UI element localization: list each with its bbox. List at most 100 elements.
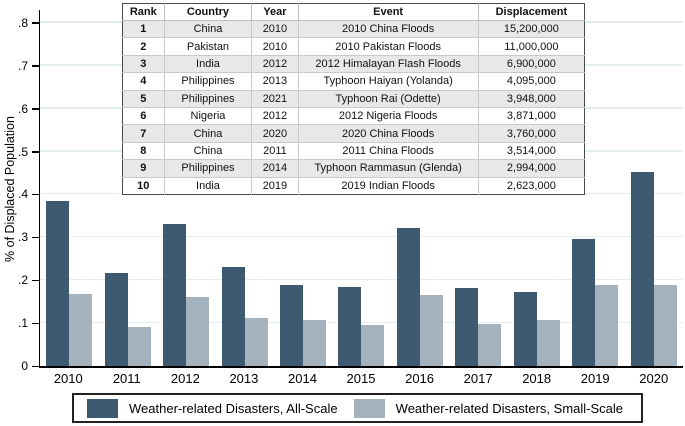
y-tick-label: .3 — [17, 230, 28, 245]
table-cell: 4,095,000 — [477, 72, 585, 91]
y-tick-mark — [32, 65, 39, 67]
y-tick-label: .4 — [17, 187, 28, 202]
bar — [419, 294, 443, 366]
x-tick-label: 2014 — [288, 371, 317, 386]
legend-label: Weather-related Disasters, Small-Scale — [395, 400, 623, 416]
table-cell: Typhoon Rammasun (Glenda) — [297, 159, 479, 178]
bar-group-2018 — [508, 10, 566, 366]
table-header: Event — [297, 3, 479, 21]
table-cell: 9 — [122, 159, 165, 178]
y-tick-label: .7 — [17, 58, 28, 73]
y-tick-label: .2 — [17, 273, 28, 288]
x-tick-label: 2015 — [346, 371, 376, 386]
bar — [455, 287, 479, 366]
table-cell: 8 — [122, 141, 165, 161]
table-row: 10 India 2019 2019 Indian Floods 2,623,000 — [122, 176, 585, 195]
table-cell: 3,514,000 — [477, 141, 585, 161]
bar — [186, 297, 210, 366]
table-cell: 2,994,000 — [477, 159, 585, 178]
table-cell: China — [163, 141, 253, 161]
bar — [630, 171, 654, 366]
x-tick-label: 2013 — [229, 371, 259, 386]
x-tick-label: 2016 — [405, 371, 435, 386]
table-row: 7 China 2020 2020 China Floods 3,760,000 — [122, 124, 585, 143]
table-cell: 2010 China Floods — [297, 19, 479, 39]
plot-area: 0 .1 .2 .3 .4 .5 .6 .7 .8 — [18, 10, 683, 372]
y-tick-mark — [32, 193, 39, 196]
table-row: 5 Philippines 2021 Typhoon Rai (Odette) 3,94… — [122, 89, 585, 108]
table-cell: 2021 — [251, 89, 299, 108]
table-cell: 2010 — [251, 37, 299, 56]
y-tick-mark — [32, 236, 39, 239]
x-tick-label: 2010 — [53, 371, 83, 386]
table-row: 6 Nigeria 2012 2012 Nigeria Floods 3,871,000 — [122, 106, 585, 126]
table-cell: Pakistan — [163, 37, 253, 56]
table-cell: 7 — [122, 124, 165, 143]
table-cell: 5 — [122, 89, 165, 108]
legend-swatch — [353, 398, 385, 418]
bar — [221, 267, 245, 366]
table-cell: 2012 Himalayan Flash Floods — [297, 54, 479, 74]
legend-label: Weather-related Disasters, All-Scale — [129, 400, 338, 416]
bar — [127, 326, 151, 366]
table-header: Year — [251, 3, 299, 21]
bar-group-2015 — [332, 10, 390, 366]
table-cell: China — [163, 19, 253, 39]
table-cell: 3,871,000 — [477, 106, 585, 126]
top-events-table-grid: Rank Country Year Event Displacement 1 China 2… — [122, 3, 585, 195]
table-cell: 2011 China Floods — [297, 141, 479, 161]
y-tick-mark — [32, 22, 39, 24]
table-cell: 6 — [122, 106, 165, 126]
y-tick-mark — [32, 322, 39, 325]
table-header: Country — [163, 3, 253, 21]
bar — [280, 284, 304, 366]
table-row: 4 Philippines 2013 Typhoon Haiyan (Yolanda)… — [122, 72, 585, 91]
bar-group-2013 — [215, 10, 273, 366]
table-cell: Philippines — [163, 159, 253, 178]
bar — [244, 317, 268, 366]
table-cell: 2,623,000 — [477, 176, 585, 195]
bar-group-2010 — [40, 10, 98, 366]
bar — [572, 239, 596, 366]
table-row: 9 Philippines 2014 Typhoon Rammasun (Glenda… — [122, 159, 585, 178]
y-tick-mark — [32, 108, 39, 110]
bar — [653, 284, 677, 366]
table-cell: 2019 Indian Floods — [297, 176, 479, 195]
table-cell: 2012 — [251, 54, 299, 74]
table-cell: 4 — [122, 72, 165, 91]
table-cell: 3 — [122, 54, 165, 74]
table-cell: 2012 Nigeria Floods — [297, 106, 479, 126]
table-row: 3 India 2012 2012 Himalayan Flash Floods 6,9… — [122, 54, 585, 74]
x-tick-label: 2012 — [170, 371, 200, 386]
bar-group-2019 — [566, 10, 624, 366]
table-cell: Typhoon Haiyan (Yolanda) — [297, 72, 479, 91]
y-tick-label: .8 — [17, 15, 28, 30]
bar — [303, 320, 327, 366]
table-cell: 10 — [122, 176, 165, 195]
bar-group-2017 — [449, 10, 507, 366]
table-cell: 2019 — [251, 176, 299, 195]
gridline — [40, 321, 683, 324]
table-cell: China — [163, 124, 253, 143]
table-row: 1 China 2010 2010 China Floods 15,200,000 — [122, 19, 585, 39]
y-tick-label: .1 — [17, 316, 28, 331]
table-cell: 3,760,000 — [477, 124, 585, 143]
y-tick-label: .6 — [17, 101, 28, 116]
legend-item: Weather-related Disasters, Small-Scale — [353, 398, 623, 418]
table-cell: 2 — [122, 37, 165, 56]
table-header: Rank — [122, 3, 165, 21]
y-tick-mark — [32, 151, 39, 153]
top-events-table: Rank Country Year Event Displacement 1 China 2… — [122, 3, 585, 195]
table-cell: 2011 — [251, 141, 299, 161]
bar-group-2014 — [274, 10, 332, 366]
x-tick-label: 2019 — [580, 371, 610, 386]
y-tick-label: .5 — [17, 144, 28, 159]
table-cell: Nigeria — [163, 106, 253, 126]
bar-group-2016 — [391, 10, 449, 366]
x-tick-label: 2020 — [639, 371, 669, 386]
bar — [163, 224, 187, 366]
bar — [69, 293, 93, 366]
legend-swatch — [87, 398, 118, 418]
legend: Weather-related Disasters, All-Scale Weat… — [72, 393, 643, 423]
